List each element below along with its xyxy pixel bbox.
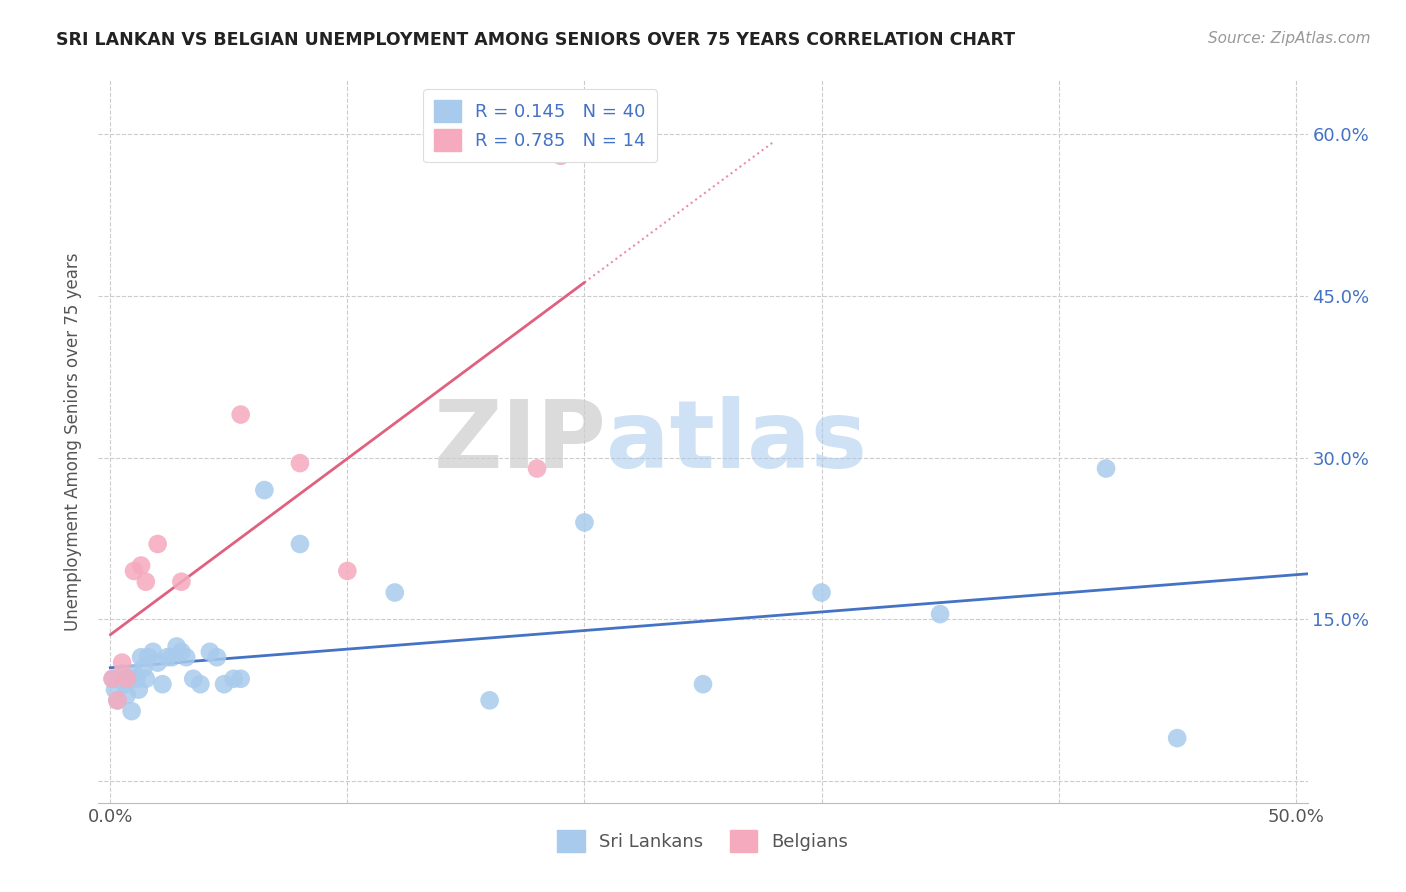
Point xyxy=(121,704,143,718)
Point xyxy=(115,672,138,686)
Point xyxy=(1166,731,1188,745)
Point xyxy=(222,672,245,686)
Point xyxy=(101,672,124,686)
Point xyxy=(129,558,152,573)
Point xyxy=(229,408,252,422)
Point xyxy=(526,461,548,475)
Point xyxy=(104,682,127,697)
Point xyxy=(146,656,169,670)
Point xyxy=(160,650,183,665)
Point xyxy=(384,585,406,599)
Point xyxy=(142,645,165,659)
Point xyxy=(135,574,157,589)
Y-axis label: Unemployment Among Seniors over 75 years: Unemployment Among Seniors over 75 years xyxy=(65,252,83,631)
Point xyxy=(810,585,832,599)
Point xyxy=(114,677,136,691)
Point xyxy=(181,672,204,686)
Point xyxy=(146,537,169,551)
Point xyxy=(105,693,128,707)
Point xyxy=(166,640,188,654)
Point xyxy=(122,564,145,578)
Point xyxy=(229,672,252,686)
Text: atlas: atlas xyxy=(606,395,868,488)
Point xyxy=(156,650,179,665)
Point xyxy=(111,666,134,681)
Point xyxy=(692,677,714,691)
Point xyxy=(152,677,174,691)
Point xyxy=(118,672,141,686)
Point xyxy=(105,693,128,707)
Point xyxy=(122,666,145,681)
Point xyxy=(128,682,150,697)
Point xyxy=(170,574,193,589)
Point xyxy=(574,516,596,530)
Point xyxy=(1095,461,1118,475)
Point xyxy=(550,149,572,163)
Point xyxy=(136,650,159,665)
Point xyxy=(205,650,228,665)
Point xyxy=(135,672,157,686)
Point xyxy=(132,661,155,675)
Point xyxy=(174,650,197,665)
Point xyxy=(288,537,311,551)
Text: Source: ZipAtlas.com: Source: ZipAtlas.com xyxy=(1208,31,1371,46)
Point xyxy=(170,645,193,659)
Point xyxy=(929,607,952,621)
Point xyxy=(198,645,221,659)
Legend: Sri Lankans, Belgians: Sri Lankans, Belgians xyxy=(550,822,856,859)
Text: SRI LANKAN VS BELGIAN UNEMPLOYMENT AMONG SENIORS OVER 75 YEARS CORRELATION CHART: SRI LANKAN VS BELGIAN UNEMPLOYMENT AMONG… xyxy=(56,31,1015,49)
Point xyxy=(190,677,212,691)
Point xyxy=(115,688,138,702)
Point xyxy=(336,564,359,578)
Point xyxy=(111,656,134,670)
Text: ZIP: ZIP xyxy=(433,395,606,488)
Point xyxy=(129,650,152,665)
Point xyxy=(212,677,235,691)
Point xyxy=(288,456,311,470)
Point xyxy=(101,672,124,686)
Point xyxy=(125,672,148,686)
Point xyxy=(253,483,276,497)
Point xyxy=(478,693,501,707)
